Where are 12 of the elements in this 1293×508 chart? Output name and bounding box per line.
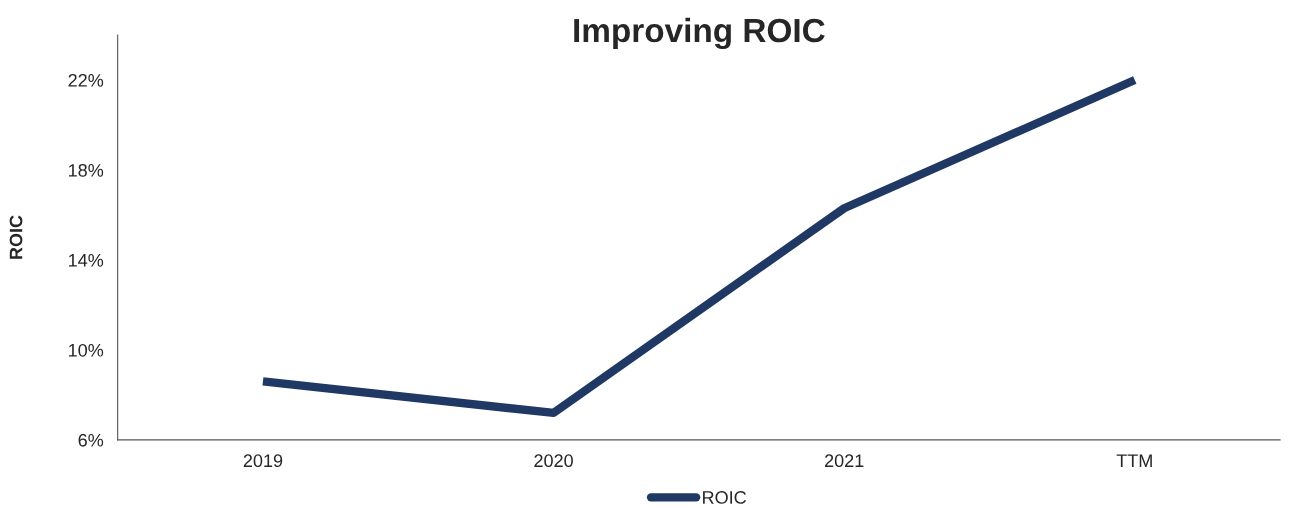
x-tick-label: 2020: [534, 454, 573, 468]
x-tick-label: 2019: [243, 454, 283, 468]
chart-title: Improving ROIC: [574, 17, 825, 50]
y-tick-label: 14%: [69, 254, 104, 267]
y-axis-title: ROIC: [9, 215, 23, 259]
y-tick-label: 18%: [69, 163, 104, 177]
x-tick-label: 2021: [824, 454, 864, 468]
y-tick-label: 10%: [69, 343, 104, 357]
x-tick-label: TTM: [1116, 454, 1152, 467]
y-tick-label: 6%: [78, 433, 104, 447]
legend-label: ROIC: [703, 491, 747, 504]
y-tick-label: 22%: [68, 73, 104, 87]
